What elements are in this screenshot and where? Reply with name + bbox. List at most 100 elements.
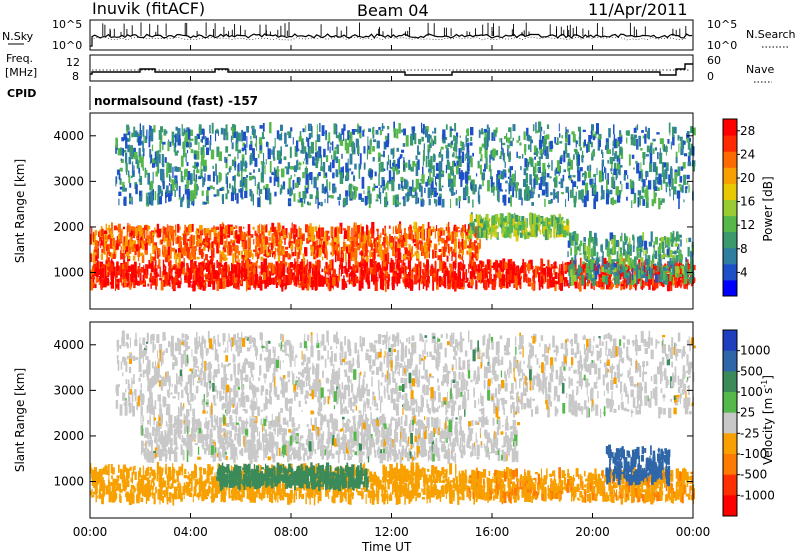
heatmap-cell	[343, 197, 347, 207]
heatmap-cell	[573, 263, 575, 272]
heatmap-cell	[166, 194, 170, 197]
heatmap-cell	[523, 131, 526, 140]
heatmap-cell	[259, 145, 262, 151]
heatmap-cell	[403, 160, 405, 171]
heatmap-cell	[503, 152, 506, 163]
heatmap-cell	[565, 262, 567, 265]
heatmap-cell	[160, 239, 163, 245]
heatmap-cell	[525, 276, 528, 282]
heatmap-cell	[429, 142, 432, 148]
heatmap-cell	[316, 246, 318, 253]
heatmap-cell	[562, 270, 564, 276]
heatmap-cell	[395, 274, 399, 278]
heatmap-cell	[667, 263, 671, 272]
heatmap-cell	[110, 252, 113, 258]
heatmap-cell	[680, 264, 683, 269]
heatmap-cell	[616, 194, 621, 203]
heatmap-cell	[431, 229, 435, 233]
heatmap-cell	[427, 149, 430, 160]
heatmap-cell	[284, 132, 287, 144]
heatmap-cell	[413, 243, 417, 246]
heatmap-cell	[531, 202, 534, 206]
heatmap-cell	[153, 157, 157, 165]
heatmap-cell	[233, 285, 236, 288]
heatmap-cell	[568, 262, 570, 267]
heatmap-cell	[425, 238, 430, 245]
heatmap-cell	[143, 148, 145, 157]
heatmap-cell	[377, 228, 379, 240]
heatmap-cell	[440, 281, 443, 285]
heatmap-cell	[233, 277, 237, 284]
heatmap-cell	[571, 257, 574, 267]
heatmap-cell	[150, 256, 153, 261]
heatmap-cell	[261, 267, 263, 276]
heatmap-cell	[247, 224, 251, 236]
heatmap-cell	[544, 198, 546, 207]
heatmap-cell	[425, 270, 429, 274]
heatmap-cell	[615, 272, 618, 276]
heatmap-cell	[103, 230, 108, 234]
heatmap-cell	[475, 269, 477, 274]
heatmap-cell	[508, 197, 511, 204]
heatmap-cell	[313, 253, 317, 260]
heatmap-cell	[148, 130, 152, 138]
heatmap-cell	[458, 278, 463, 284]
heatmap-cell	[638, 135, 641, 147]
heatmap-cell	[653, 193, 657, 204]
heatmap-cell	[115, 271, 117, 283]
heatmap-cell	[614, 259, 618, 262]
heatmap-cell	[461, 151, 465, 163]
heatmap-cell	[159, 266, 161, 278]
heatmap-cell	[570, 269, 573, 279]
heatmap-cell	[506, 268, 510, 275]
heatmap-cell	[331, 246, 334, 257]
heatmap-cell	[90, 254, 93, 263]
heatmap-cell	[265, 252, 270, 256]
heatmap-cell	[124, 278, 127, 287]
heatmap-cell	[545, 154, 549, 159]
heatmap-cell	[646, 267, 650, 278]
heatmap-cell	[360, 278, 363, 288]
heatmap-cell	[382, 250, 386, 262]
heatmap-cell	[384, 254, 388, 261]
heatmap-cell	[366, 224, 368, 236]
heatmap-cell	[448, 235, 452, 241]
heatmap-cell	[185, 132, 189, 142]
heatmap-cell	[613, 199, 617, 204]
heatmap-cell	[92, 282, 96, 285]
heatmap-cell	[349, 132, 351, 139]
heatmap-cell	[414, 126, 416, 132]
heatmap-cell	[150, 235, 152, 244]
heatmap-cell	[573, 231, 577, 242]
heatmap-cell	[652, 277, 654, 285]
heatmap-cell	[647, 255, 651, 264]
heatmap-cell	[384, 141, 386, 149]
heatmap-cell	[210, 270, 214, 280]
heatmap-cell	[576, 160, 580, 173]
heatmap-cell	[607, 173, 609, 185]
heatmap-cell	[422, 224, 425, 231]
heatmap-cell	[612, 244, 614, 255]
heatmap-cell	[494, 133, 496, 141]
heatmap-cell	[583, 282, 586, 288]
heatmap-cell	[640, 249, 642, 258]
heatmap-cell	[558, 171, 560, 177]
heatmap-cell	[533, 213, 536, 225]
heatmap-cell	[532, 166, 536, 176]
heatmap-cell	[227, 245, 230, 256]
heatmap-cell	[415, 270, 417, 278]
heatmap-cell	[475, 214, 477, 222]
heatmap-cell	[686, 174, 690, 180]
heatmap-cell	[271, 222, 275, 232]
heatmap-cell	[126, 131, 131, 136]
heatmap-cell	[210, 248, 215, 258]
heatmap-cell	[211, 241, 214, 248]
heatmap-cell	[467, 282, 471, 288]
heatmap-cell	[311, 263, 314, 268]
heatmap-cell	[171, 247, 176, 252]
heatmap-cell	[339, 264, 342, 268]
heatmap-cell	[188, 224, 190, 236]
heatmap-cell	[448, 280, 451, 285]
heatmap-cell	[517, 225, 520, 236]
heatmap-cell	[186, 247, 190, 259]
